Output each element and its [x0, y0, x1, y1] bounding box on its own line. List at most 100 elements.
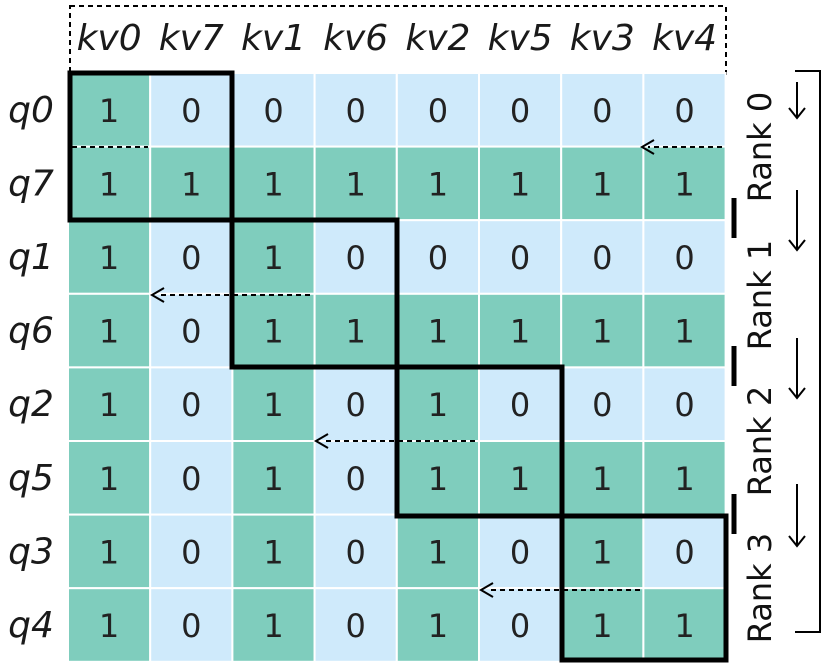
mask-value: 0	[510, 239, 530, 277]
mask-cell	[560, 145, 645, 222]
mask-cell	[395, 513, 480, 590]
arrow-head	[150, 287, 165, 303]
down-arrow-head	[788, 239, 806, 252]
mask-value: 1	[428, 533, 448, 571]
mask-value: 0	[510, 386, 530, 424]
mask-value: 0	[592, 239, 612, 277]
mask-cell	[231, 440, 316, 516]
mask-value: 0	[181, 533, 201, 571]
mask-cell	[642, 219, 727, 295]
mask-value: 0	[510, 92, 530, 130]
mask-cell	[642, 587, 727, 663]
row-header: q4	[8, 605, 54, 646]
mask-value: 0	[181, 460, 201, 498]
rank-label: Rank 0	[741, 92, 779, 202]
mask-value: 1	[263, 239, 283, 277]
mask-value: 1	[592, 460, 612, 498]
mask-value: 0	[181, 607, 201, 645]
mask-cell	[642, 366, 727, 442]
mask-cell	[149, 219, 234, 295]
mask-cell	[478, 587, 563, 663]
rank-bracket	[795, 70, 821, 633]
arrow-head	[640, 139, 655, 155]
mask-cell	[478, 219, 563, 295]
mask-value: 1	[263, 165, 283, 203]
mask-value: 1	[510, 460, 530, 498]
mask-value: 0	[592, 92, 612, 130]
mask-cell	[395, 72, 480, 148]
row-header: q1	[8, 237, 54, 278]
row-header: q3	[8, 531, 54, 572]
mask-value: 1	[674, 165, 694, 203]
mask-value: 1	[592, 533, 612, 571]
column-header: kv4	[652, 18, 717, 59]
row-header: q0	[8, 90, 54, 131]
mask-cell	[231, 292, 316, 369]
mask-cell	[560, 219, 645, 295]
mask-value: 1	[674, 607, 694, 645]
mask-value: 1	[99, 460, 119, 498]
arrow-head	[314, 433, 329, 449]
mask-value: 1	[346, 165, 366, 203]
mask-cell	[560, 72, 645, 148]
mask-value: 1	[99, 386, 119, 424]
mask-value: 0	[346, 239, 366, 277]
row-header: q6	[8, 311, 54, 352]
mask-value: 1	[510, 165, 530, 203]
down-arrow-head	[788, 107, 806, 120]
mask-cell	[149, 145, 234, 222]
column-headers: kv0 kv7 kv1 kv6 kv2 kv5 kv3 kv4	[77, 18, 717, 59]
mask-value: 1	[428, 386, 448, 424]
down-arrow-head	[788, 387, 806, 400]
mask-cell	[395, 145, 480, 222]
rank-label: Rank 3	[741, 533, 779, 643]
mask-value: 1	[674, 313, 694, 351]
down-arrows	[788, 82, 806, 548]
rank-label: Rank 2	[741, 386, 779, 496]
row-header: q2	[8, 384, 54, 425]
mask-value: 1	[592, 165, 612, 203]
mask-value: 1	[263, 607, 283, 645]
row-header: q7	[8, 163, 54, 204]
mask-value: 1	[263, 313, 283, 351]
mask-value: 1	[592, 607, 612, 645]
mask-value: 1	[99, 92, 119, 130]
mask-cell	[395, 587, 480, 663]
mask-cell	[313, 292, 398, 369]
mask-value: 0	[674, 239, 694, 277]
mask-value: 0	[346, 386, 366, 424]
mask-cell	[642, 72, 727, 148]
mask-value: 0	[181, 239, 201, 277]
mask-cell	[231, 366, 316, 442]
mask-value: 0	[346, 607, 366, 645]
mask-value: 0	[428, 92, 448, 130]
mask-value: 0	[674, 386, 694, 424]
mask-value: 0	[510, 533, 530, 571]
mask-value: 1	[346, 313, 366, 351]
mask-value: 0	[263, 92, 283, 130]
rank-label: Rank 1	[741, 240, 779, 350]
mask-value: 0	[181, 386, 201, 424]
column-header: kv1	[241, 18, 306, 59]
mask-value: 0	[674, 533, 694, 571]
mask-cell	[642, 292, 727, 369]
mask-cell	[67, 587, 152, 663]
mask-cell	[478, 145, 563, 222]
mask-cell	[478, 292, 563, 369]
column-header: kv6	[323, 18, 388, 59]
column-header: kv0	[77, 18, 142, 59]
mask-cell	[478, 440, 563, 516]
column-header: kv3	[570, 18, 635, 59]
mask-value: 0	[346, 533, 366, 571]
mask-value: 1	[428, 165, 448, 203]
column-header: kv5	[488, 18, 553, 59]
down-arrow-head	[788, 535, 806, 548]
mask-grid: 1 0 0 0 0 0 0 0 1 1 1 1 1 1 1 1 1 0 1 0 0 0 0 0 1 0 1 1 1 1 1 1 1 0 1 0 1 0 0 0…	[67, 72, 727, 663]
row-headers: q0 q7 q1 q6 q2 q5 q3 q4	[8, 90, 54, 646]
column-header: kv7	[159, 18, 224, 59]
mask-value: 1	[99, 239, 119, 277]
rank-staircase-outline	[67, 70, 729, 663]
mask-value: 1	[181, 165, 201, 203]
mask-value: 1	[428, 313, 448, 351]
mask-value: 0	[674, 92, 694, 130]
